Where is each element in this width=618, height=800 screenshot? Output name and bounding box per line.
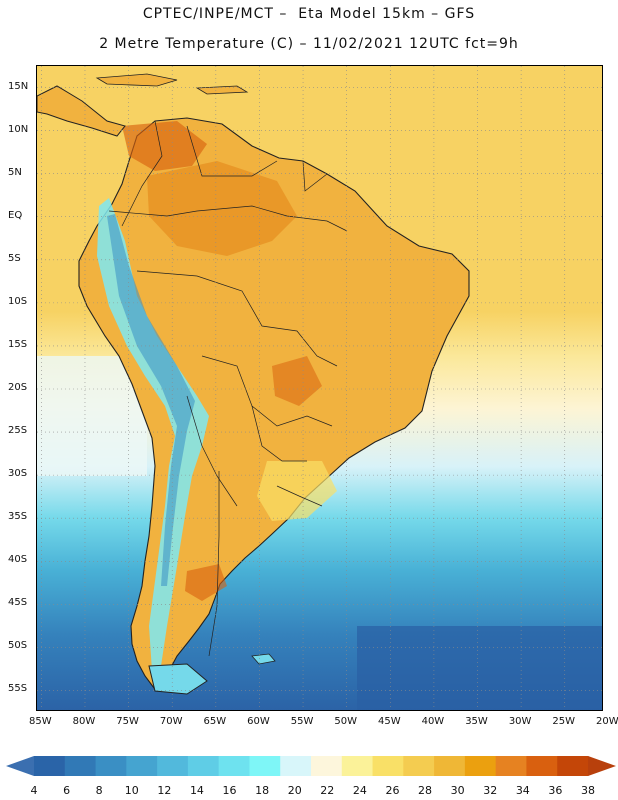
lon-label: 65W (203, 716, 227, 727)
colorbar-label: 22 (320, 784, 335, 797)
temperature-colorbar (6, 756, 616, 776)
colorbar-swatch (526, 756, 558, 776)
lon-label: 60W (247, 716, 270, 727)
lon-label: 20W (596, 716, 618, 727)
lon-label: 75W (116, 716, 139, 727)
lat-label: 40S (8, 554, 28, 566)
lat-label: 5S (8, 252, 21, 264)
lat-label: 10S (8, 295, 28, 307)
colorbar-swatch (557, 756, 589, 776)
colorbar-swatch (95, 756, 127, 776)
lat-label: 15S (8, 338, 28, 350)
lon-label: 70W (159, 716, 183, 727)
southern-brazil-mild (257, 461, 337, 521)
lat-label: 30S (8, 468, 28, 480)
colorbar-swatch (403, 756, 435, 776)
colorbar-swatch (157, 756, 189, 776)
colorbar-label: 26 (385, 784, 400, 797)
lat-label: 10N (8, 123, 29, 135)
pantanal-hot-spot (272, 356, 322, 406)
lat-label: 15N (8, 80, 29, 92)
colorbar-label: 36 (548, 784, 563, 797)
lat-label: 45S (8, 597, 28, 609)
colorbar-swatch (64, 756, 97, 776)
lat-label: 5N (8, 166, 22, 178)
colorbar-swatch (372, 756, 404, 776)
colorbar-label: 8 (95, 784, 103, 797)
colorbar-label: 34 (515, 784, 530, 797)
colorbar-label: 18 (255, 784, 270, 797)
falkland-islands (251, 653, 276, 665)
lat-label: 50S (8, 640, 28, 652)
lat-lon-grid (37, 66, 602, 710)
lon-label: 50W (334, 716, 357, 727)
andes-snow-core (107, 214, 195, 586)
south-atlantic-deep-blue (357, 626, 602, 710)
lon-label: 55W (290, 716, 314, 727)
lon-label: 40W (421, 716, 445, 727)
colorbar-swatch (249, 756, 281, 776)
lat-label: EQ (8, 209, 23, 221)
lon-label: 35W (465, 716, 488, 727)
colorbar-swatch (341, 756, 374, 776)
colorbar-label: 20 (287, 784, 302, 797)
colorbar-swatch (34, 756, 66, 776)
colorbar-swatch (280, 756, 312, 776)
lon-label: 85W (29, 716, 52, 727)
colorbar-label: 14 (189, 784, 204, 797)
colorbar-under-arrow (6, 756, 34, 776)
temperature-map (36, 65, 603, 711)
country-borders (108, 120, 348, 657)
colorbar-label: 6 (63, 784, 71, 797)
colorbar-label: 32 (483, 784, 498, 797)
tierra-del-fuego (148, 663, 208, 695)
colorbar-label: 30 (450, 784, 465, 797)
caribbean-islands (95, 73, 249, 95)
lon-label: 25W (552, 716, 576, 727)
colorbar-label: 16 (222, 784, 237, 797)
map-title-line-1: CPTEC/INPE/MCT – Eta Model 15km – GFS (142, 6, 476, 22)
colorbar-label: 24 (352, 784, 367, 797)
colorbar-label: 12 (157, 784, 172, 797)
lon-label: 45W (377, 716, 401, 727)
colorbar-swatch (434, 756, 466, 776)
colorbar-swatch (464, 756, 497, 776)
patagonia-hot-spot (185, 564, 227, 601)
lon-label: 30W (508, 716, 532, 727)
map-canvas (37, 66, 602, 710)
colorbar-swatch (126, 756, 158, 776)
northern-hot-spot (122, 121, 207, 171)
map-title-line-2: 2 Metre Temperature (C) – 11/02/2021 12U… (99, 36, 519, 52)
colorbar-swatch (187, 756, 220, 776)
central-america-isthmus (37, 85, 126, 137)
colorbar-label: 4 (30, 784, 38, 797)
colorbar-label: 10 (124, 784, 139, 797)
colorbar-label: 28 (418, 784, 433, 797)
colorbar-swatch (311, 756, 343, 776)
lat-label: 25S (8, 425, 28, 437)
colorbar-swatch (495, 756, 527, 776)
colorbar-label: 38 (581, 784, 595, 797)
lat-label: 55S (8, 683, 28, 695)
lat-label: 20S (8, 382, 28, 393)
lon-label: 80W (72, 716, 96, 727)
colorbar-swatch (218, 756, 250, 776)
colorbar-over-arrow (588, 756, 616, 776)
andes-cold-ridge (97, 198, 209, 671)
lat-label: 35S (8, 511, 28, 523)
